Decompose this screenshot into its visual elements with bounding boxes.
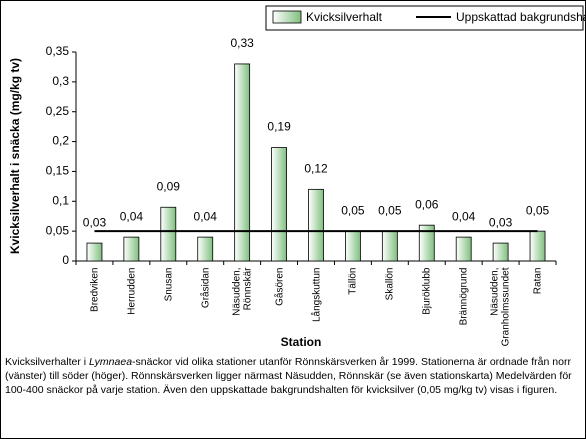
caption-text: -snäckor vid olika stationer utanför Rön… <box>5 356 572 396</box>
bar <box>271 147 287 262</box>
x-tick-label: Herrudden <box>125 267 137 315</box>
x-tick-label: Bjuröklubb <box>421 267 433 315</box>
bar <box>123 236 140 262</box>
bar <box>160 206 177 262</box>
data-label: 0,06 <box>415 197 439 211</box>
x-tick-label: Brännögrund <box>458 267 470 325</box>
caption: Kvicksilverhalter i Lymnaea-snäckor vid … <box>5 355 581 397</box>
legend-label: Uppskattad bakgrundshalt <box>456 10 586 24</box>
data-label: 0,03 <box>83 215 107 229</box>
bar <box>381 230 398 262</box>
x-tick-label: Långskuttun <box>310 267 322 322</box>
y-tick-label: 0,25 <box>46 104 70 118</box>
x-tick-label: Skallön <box>384 267 396 300</box>
y-tick-label: 0,05 <box>46 223 70 237</box>
data-label: 0,09 <box>157 179 181 193</box>
y-tick-label: 0,15 <box>46 164 70 178</box>
bar <box>234 63 251 262</box>
x-tick-label: Bredviken <box>88 267 100 312</box>
bar <box>86 242 103 262</box>
y-tick-label: 0 <box>62 253 69 267</box>
y-tick-label: 0,3 <box>52 74 69 88</box>
x-tick-label: Ratan <box>532 267 544 294</box>
x-tick-label: Tällön <box>347 267 359 295</box>
bar <box>455 236 472 262</box>
bar <box>308 188 324 262</box>
bar <box>418 224 435 262</box>
data-label: 0,04 <box>120 209 144 223</box>
x-tick-label: Näsudden, Rönnskär <box>231 267 254 316</box>
x-tick-label: Gåsören <box>273 267 285 306</box>
x-tick-label: Gråsidan <box>199 267 211 308</box>
y-tick-label: 0,35 <box>46 44 70 58</box>
bar <box>492 242 509 262</box>
x-axis-title: Station <box>281 335 322 349</box>
x-tick-label: Näsudden, Granholmssundet <box>489 266 512 346</box>
y-tick-label: 0,1 <box>52 193 69 207</box>
data-label: 0,03 <box>489 215 513 229</box>
caption-species: Lymnaea <box>89 356 133 368</box>
data-label: 0,04 <box>194 209 218 223</box>
y-axis-title: Kvicksilverhalt i snäcka (mg/kg tv) <box>8 58 22 254</box>
legend-swatch <box>272 10 302 24</box>
data-label: 0,04 <box>452 209 476 223</box>
legend-label: Kvicksilverhalt <box>306 10 383 24</box>
data-label: 0,33 <box>230 36 254 50</box>
data-label: 0,05 <box>378 203 402 217</box>
bar <box>345 230 361 262</box>
bar <box>197 236 214 262</box>
data-label: 0,12 <box>304 162 328 176</box>
data-label: 0,19 <box>267 120 291 134</box>
x-tick-label: Snusan <box>162 267 174 301</box>
caption-text: Kvicksilverhalter i <box>5 356 90 368</box>
bar <box>529 230 546 262</box>
data-label: 0,05 <box>526 203 550 217</box>
y-tick-label: 0,2 <box>52 134 69 148</box>
data-label: 0,05 <box>341 203 365 217</box>
